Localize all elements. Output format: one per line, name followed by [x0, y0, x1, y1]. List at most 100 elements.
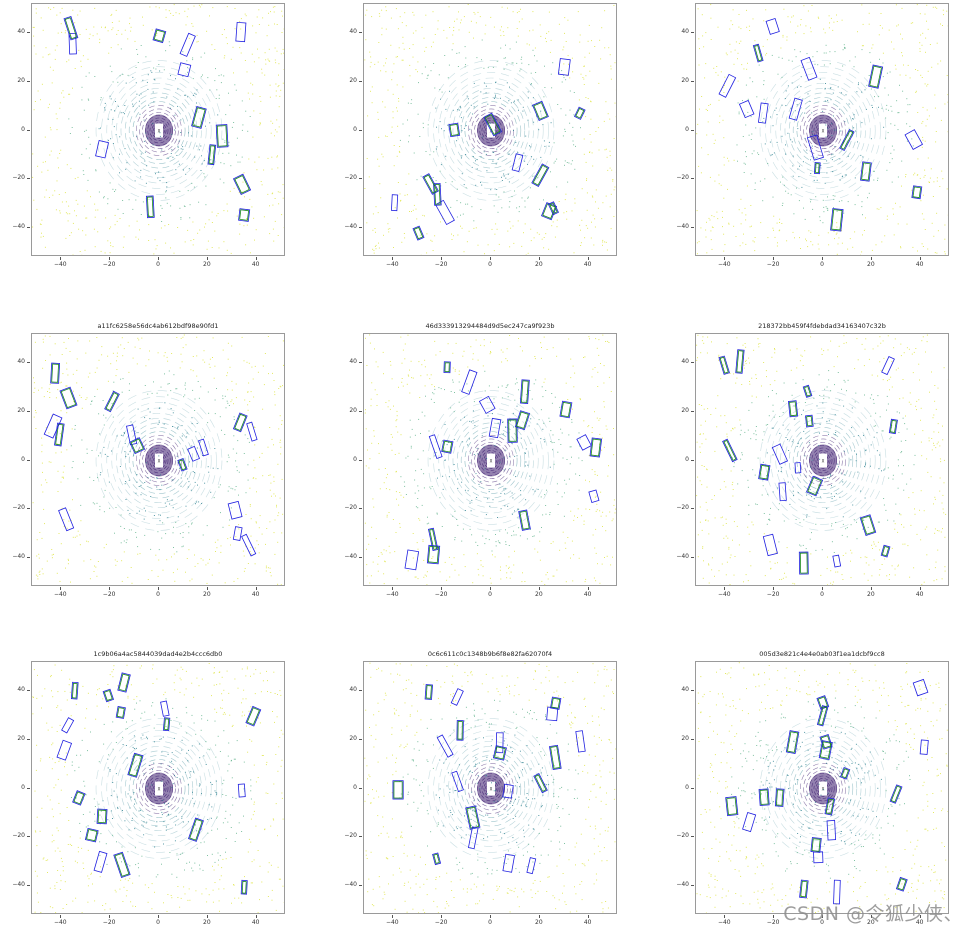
x-tick-label: 0 — [812, 587, 832, 598]
x-tick-label: −20 — [763, 915, 783, 926]
subplot-9: 005d3e821c4e4e0ab03f1ea1dcbf9cc8 X 40 20 0 −2… — [676, 650, 949, 926]
y-tick-label: 0 — [5, 784, 30, 791]
y-tick-label: 40 — [337, 28, 362, 35]
x-tick-label: 40 — [246, 587, 266, 598]
y-tick-label: 0 — [669, 784, 694, 791]
x-tick-label: 20 — [529, 915, 549, 926]
plot-area: X — [363, 333, 617, 586]
y-tick-label: 20 — [5, 77, 30, 84]
subplot-3: X 40 20 0 −20 −40 −40 −20 0 20 40 — [676, 3, 949, 268]
y-tick-label: −20 — [337, 174, 362, 181]
y-tick-label: 20 — [337, 77, 362, 84]
x-tick-label: 40 — [578, 257, 598, 268]
subplot-title: 005d3e821c4e4e0ab03f1ea1dcbf9cc8 — [759, 650, 885, 658]
y-tick-label: 20 — [669, 77, 694, 84]
svg-text:X: X — [158, 787, 161, 792]
x-tick-label: −20 — [431, 915, 451, 926]
y-tick-label: 40 — [5, 28, 30, 35]
x-tick-label: 0 — [480, 587, 500, 598]
x-tick-label: −40 — [382, 915, 402, 926]
x-tick-label: 0 — [812, 915, 832, 926]
y-tick-label: 0 — [337, 126, 362, 133]
y-tick-label: −20 — [5, 174, 30, 181]
subplot-title: a11fc6258e56dc4ab612bdf98e90fd1 — [97, 322, 219, 330]
svg-text:X: X — [822, 459, 825, 464]
x-tick-label: 40 — [910, 915, 930, 926]
x-tick-label: 20 — [861, 915, 881, 926]
y-tick-label: 20 — [5, 735, 30, 742]
x-tick-label: 20 — [197, 587, 217, 598]
subplot-5: 46d333913294484d9d5ec247ca9f923b X 40 20 0 −2… — [344, 322, 617, 598]
x-tick-label: −20 — [99, 587, 119, 598]
y-tick-label: −20 — [669, 504, 694, 511]
y-tick-label: −40 — [337, 553, 362, 560]
y-tick-label: −20 — [337, 832, 362, 839]
x-tick-label: 20 — [197, 915, 217, 926]
subplot-8: 0c6c611c0c1348b9b6f8e82fa62070f4 X 40 20 0 −2… — [344, 650, 617, 926]
x-tick-label: 0 — [812, 257, 832, 268]
plot-area: X — [695, 661, 949, 914]
x-tick-label: 0 — [148, 587, 168, 598]
x-tick-label: 0 — [480, 915, 500, 926]
subplot-title: 0c6c611c0c1348b9b6f8e82fa62070f4 — [427, 650, 553, 658]
y-tick-label: −40 — [5, 553, 30, 560]
y-tick-label: 40 — [337, 358, 362, 365]
plot-area: X — [695, 3, 949, 256]
x-tick-label: −20 — [431, 257, 451, 268]
y-tick-label: 40 — [669, 686, 694, 693]
plot-area: X — [695, 333, 949, 586]
x-tick-label: −40 — [50, 257, 70, 268]
y-tick-label: −40 — [5, 223, 30, 230]
y-tick-label: 20 — [337, 407, 362, 414]
y-tick-label: 0 — [669, 126, 694, 133]
plot-area: X — [31, 3, 285, 256]
y-tick-label: 20 — [669, 407, 694, 414]
x-tick-label: −20 — [431, 587, 451, 598]
plot-area: X — [363, 3, 617, 256]
watermark: CSDN @令狐少侠、 — [783, 903, 963, 925]
x-tick-label: −40 — [382, 587, 402, 598]
y-tick-label: −20 — [5, 832, 30, 839]
y-tick-label: 40 — [337, 686, 362, 693]
subplot-4: a11fc6258e56dc4ab612bdf98e90fd1 X 40 20 0 −20… — [12, 322, 285, 598]
y-tick-label: 40 — [5, 358, 30, 365]
y-tick-label: −40 — [669, 553, 694, 560]
svg-text:X: X — [822, 129, 825, 134]
y-tick-label: 20 — [669, 735, 694, 742]
x-tick-label: 20 — [529, 257, 549, 268]
subplot-6: 218372bb459f4fdebdad34163407c32b X 40 20 0 −2… — [676, 322, 949, 598]
x-tick-label: −20 — [99, 915, 119, 926]
y-tick-label: 40 — [669, 28, 694, 35]
x-tick-label: 20 — [529, 587, 549, 598]
subplot-7: 1c9b06a4ac5844039dad4e2b4ccc6db0 X 40 20 0 −2… — [12, 650, 285, 926]
y-tick-label: −20 — [669, 832, 694, 839]
y-tick-label: −40 — [5, 881, 30, 888]
x-tick-label: −40 — [50, 587, 70, 598]
x-tick-label: 20 — [861, 257, 881, 268]
x-tick-label: 0 — [148, 257, 168, 268]
x-tick-label: 0 — [480, 257, 500, 268]
x-tick-label: 20 — [197, 257, 217, 268]
plot-area: X — [31, 661, 285, 914]
x-tick-label: 40 — [246, 915, 266, 926]
x-tick-label: −40 — [382, 257, 402, 268]
svg-text:X: X — [158, 459, 161, 464]
plot-area: X — [363, 661, 617, 914]
x-tick-label: 40 — [910, 587, 930, 598]
y-tick-label: −20 — [669, 174, 694, 181]
x-tick-label: 40 — [910, 257, 930, 268]
y-tick-label: 20 — [337, 735, 362, 742]
y-tick-label: 40 — [5, 686, 30, 693]
subplot-1: X 40 20 0 −20 −40 −40 −20 0 20 40 — [12, 3, 285, 268]
x-tick-label: −20 — [763, 257, 783, 268]
y-tick-label: −20 — [5, 504, 30, 511]
x-tick-label: −40 — [714, 915, 734, 926]
y-tick-label: 0 — [5, 456, 30, 463]
y-tick-label: −40 — [669, 223, 694, 230]
x-tick-label: −40 — [714, 257, 734, 268]
subplot-title: 218372bb459f4fdebdad34163407c32b — [758, 322, 886, 330]
x-tick-label: −40 — [50, 915, 70, 926]
x-tick-label: 40 — [578, 587, 598, 598]
y-tick-label: −20 — [337, 504, 362, 511]
subplot-title: 1c9b06a4ac5844039dad4e2b4ccc6db0 — [93, 650, 223, 658]
